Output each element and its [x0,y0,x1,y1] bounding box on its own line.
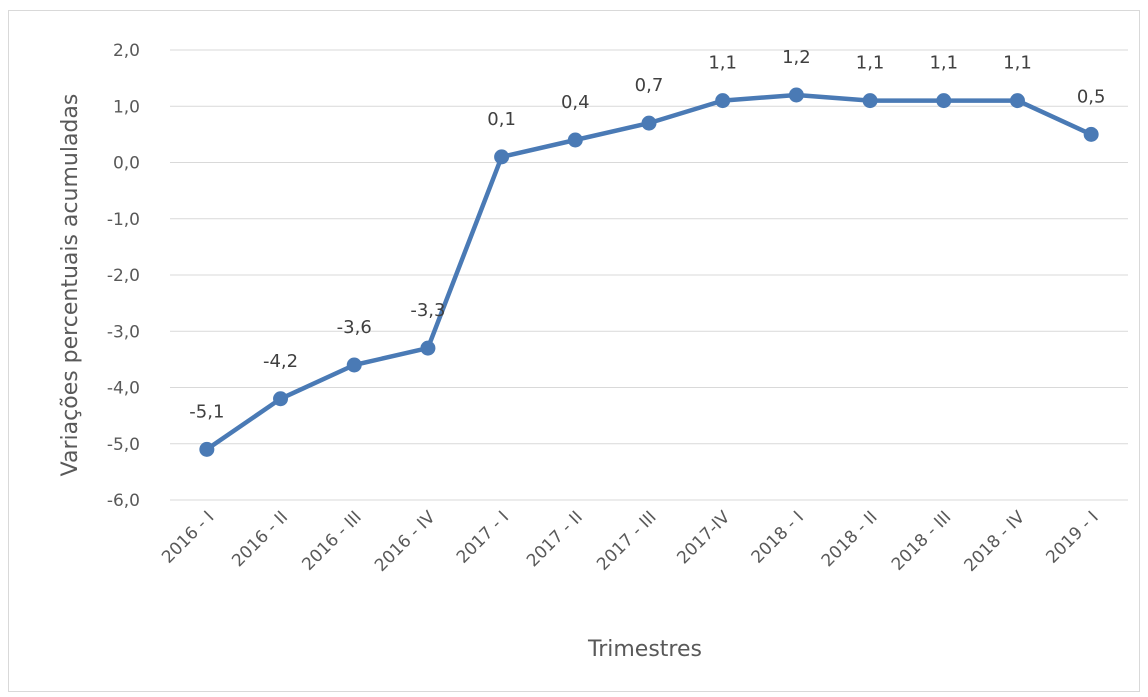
x-tick-label: 2017 - III [593,507,660,574]
y-tick-label: 2,0 [113,41,140,61]
data-point [1009,93,1025,109]
y-axis-ticks: 2,0 1,0 0,0 -1,0 -2,0 -3,0 -4,0 -5,0 -6,0 [107,41,140,511]
y-axis-title: Variações percentuais acumuladas [58,94,83,477]
data-point [420,340,436,356]
y-tick-label: -1,0 [107,210,140,230]
data-point [641,115,657,131]
data-label: 0,5 [1077,86,1106,107]
x-tick-label: 2016 - I [158,507,218,567]
y-tick-label: 0,0 [113,154,140,174]
x-tick-label: 2016 - III [298,507,365,574]
x-tick-label: 2017-IV [673,507,734,568]
data-point [346,357,362,373]
series-line [204,92,1094,452]
data-label: 0,7 [635,75,664,96]
gridlines [170,49,1128,501]
x-tick-label: 2017 - I [453,507,513,567]
x-tick-label: 2016 - IV [371,507,440,576]
data-labels: -5,1 -4,2 -3,6 -3,3 0,1 0,4 0,7 1,1 1,2 1,1 1,1 1,1… [189,47,1105,422]
data-label: -5,1 [189,401,224,422]
x-axis-ticks: 2016 - I 2016 - II 2016 - III 2016 - IV 2017… [158,507,1103,576]
data-point [788,87,804,103]
x-tick-label: 2019 - I [1042,507,1102,567]
chart-area [8,10,1140,692]
data-point [936,93,952,109]
x-axis-title: Trimestres [587,637,702,662]
data-point [199,441,215,457]
x-tick-label: 2018 - IV [961,507,1030,576]
data-label: -4,2 [263,351,298,372]
data-label: 0,1 [487,109,516,130]
x-tick-label: 2018 - I [748,507,808,567]
data-point [1083,126,1099,142]
data-label: 1,1 [1003,53,1032,74]
x-tick-label: 2017 - II [523,507,587,571]
y-tick-label: -2,0 [107,266,140,286]
data-label: 1,1 [929,53,958,74]
y-tick-label: -4,0 [107,379,140,399]
data-label: 1,1 [856,53,885,74]
data-point [494,149,510,165]
data-point [715,93,731,109]
series-line-group [199,87,1099,457]
data-label: 1,2 [782,47,811,68]
x-tick-label: 2016 - II [228,507,292,571]
y-tick-label: -3,0 [107,322,140,342]
x-tick-label: 2018 - III [888,507,955,574]
data-label: -3,3 [410,300,445,321]
data-point [862,93,878,109]
data-point [273,391,289,407]
data-label: -3,6 [337,317,372,338]
x-tick-label: 2018 - II [818,507,882,571]
y-tick-label: -6,0 [107,491,140,511]
y-tick-label: -5,0 [107,435,140,455]
data-point [567,132,583,148]
data-label: 0,4 [561,92,590,113]
y-tick-label: 1,0 [113,97,140,117]
data-label: 1,1 [708,53,737,74]
